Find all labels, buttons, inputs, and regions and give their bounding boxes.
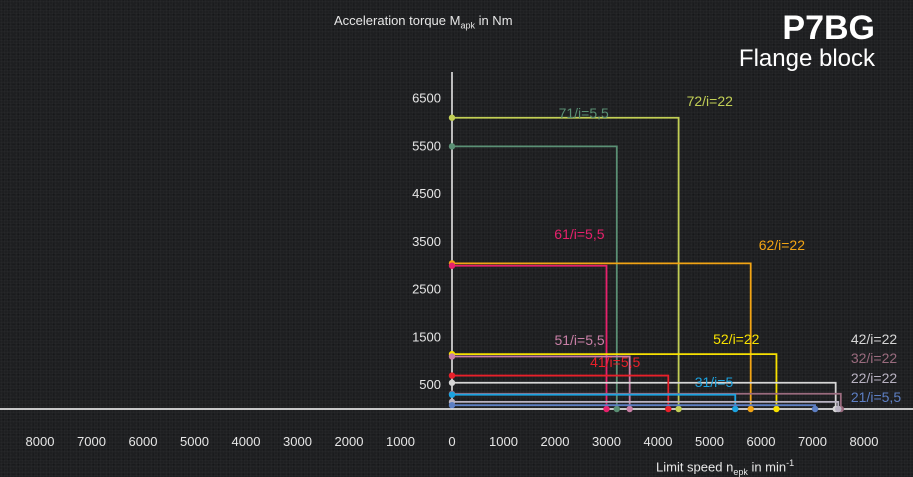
series-line-72-i-22 — [452, 116, 680, 409]
series-label-32-i-22: 32/i=22 — [851, 350, 898, 366]
series-label-62-i-22: 62/i=22 — [759, 237, 806, 253]
series-marker-speed-52-i-22 — [773, 405, 780, 413]
y-axis-label-unit: in Nm — [474, 13, 513, 28]
series-marker-torque-21-i-5-5 — [448, 401, 456, 409]
series-line-61-i-5-5 — [452, 264, 608, 409]
x-tick-label-mirrored: 4000 — [232, 434, 261, 449]
series-marker-speed-61-i-5-5 — [603, 405, 610, 413]
x-axis-label: Limit speed nepk in min-1 — [656, 458, 794, 477]
series-label-71-i-5-5: 71/i=5,5 — [559, 105, 609, 121]
y-tick-label: 5500 — [412, 138, 441, 153]
series-marker-speed-51-i-5-5 — [626, 405, 633, 413]
series-marker-torque-42-i-22 — [448, 379, 456, 386]
series-marker-speed-22-i-22 — [835, 405, 842, 413]
x-tick-label: 6000 — [747, 434, 776, 449]
series-marker-speed-41-i-5-5 — [665, 405, 672, 413]
series-line-31-i-5 — [452, 393, 737, 409]
x-axis-label-exponent: -1 — [786, 458, 795, 468]
chart-subtitle: Flange block — [738, 45, 875, 72]
x-axis-label-subscript: epk — [733, 466, 748, 477]
x-tick-label-mirrored: 6000 — [129, 434, 158, 449]
x-axis-label-main: Limit speed n — [656, 459, 734, 475]
series-marker-torque-61-i-5-5 — [448, 262, 456, 269]
x-tick-label-mirrored: 3000 — [283, 434, 312, 449]
series-line-41-i-5-5 — [452, 374, 670, 409]
series-label-21-i-5-5: 21/i=5,5 — [851, 389, 901, 405]
x-tick-label-mirrored: 8000 — [26, 434, 55, 449]
y-tick-label: 4500 — [412, 186, 441, 201]
chart-title: P7BG — [782, 9, 875, 47]
y-axis-label-main: Acceleration torque M — [334, 13, 461, 28]
series-label-61-i-5-5: 61/i=5,5 — [554, 226, 604, 242]
series-line-32-i-22 — [452, 392, 842, 409]
title-block: P7BG Flange block — [739, 10, 875, 72]
x-tick-label: 5000 — [695, 434, 724, 449]
x-axis-label-unit: in min — [747, 459, 787, 475]
x-tick-label: 8000 — [850, 434, 879, 449]
series-marker-torque-41-i-5-5 — [448, 372, 456, 379]
y-axis-label-subscript: apk — [460, 20, 475, 31]
series-marker-speed-72-i-22 — [675, 405, 682, 413]
series-line-71-i-5-5 — [452, 145, 618, 409]
y-tick-label: 500 — [419, 377, 441, 392]
y-tick-label: 3500 — [412, 234, 441, 249]
x-tick-label: 1000 — [489, 434, 518, 449]
y-axis-label: Acceleration torque Mapk in Nm — [334, 13, 513, 31]
x-tick-label-mirrored: 5000 — [180, 434, 209, 449]
series-marker-torque-31-i-5 — [448, 391, 456, 398]
y-tick-label: 2500 — [412, 282, 441, 297]
series-line-42-i-22 — [452, 381, 837, 409]
x-tick-label: 4000 — [644, 434, 673, 449]
series-label-51-i-5-5: 51/i=5,5 — [554, 332, 604, 348]
x-tick-label-mirrored: 1000 — [386, 434, 415, 449]
series-marker-speed-62-i-22 — [747, 405, 754, 413]
series-label-41-i-5-5: 41/i=5,5 — [590, 354, 640, 370]
series-label-31-i-5: 31/i=5 — [695, 374, 734, 390]
series-marker-speed-71-i-5-5 — [613, 405, 620, 413]
series-line-62-i-22 — [452, 262, 752, 409]
series-line-51-i-5-5 — [452, 355, 631, 409]
x-tick-label: 2000 — [541, 434, 570, 449]
series-label-22-i-22: 22/i=22 — [851, 370, 898, 386]
series-marker-speed-31-i-5 — [732, 405, 739, 413]
y-tick-label: 6500 — [412, 91, 441, 106]
series-label-52-i-22: 52/i=22 — [713, 331, 760, 347]
series-label-42-i-22: 42/i=22 — [851, 331, 898, 347]
series-label-72-i-22: 72/i=22 — [687, 93, 734, 109]
series-marker-speed-21-i-5-5 — [811, 405, 819, 413]
x-tick-label: 3000 — [592, 434, 621, 449]
series-marker-torque-51-i-5-5 — [448, 353, 456, 360]
x-tick-label: 0 — [448, 434, 455, 449]
series-line-52-i-22 — [452, 353, 778, 409]
x-tick-label-mirrored: 7000 — [77, 434, 106, 449]
x-tick-label: 7000 — [798, 434, 827, 449]
series-marker-torque-71-i-5-5 — [448, 143, 456, 150]
series-marker-torque-72-i-22 — [448, 114, 456, 121]
x-tick-label-mirrored: 2000 — [335, 434, 364, 449]
y-tick-label: 1500 — [412, 329, 441, 344]
